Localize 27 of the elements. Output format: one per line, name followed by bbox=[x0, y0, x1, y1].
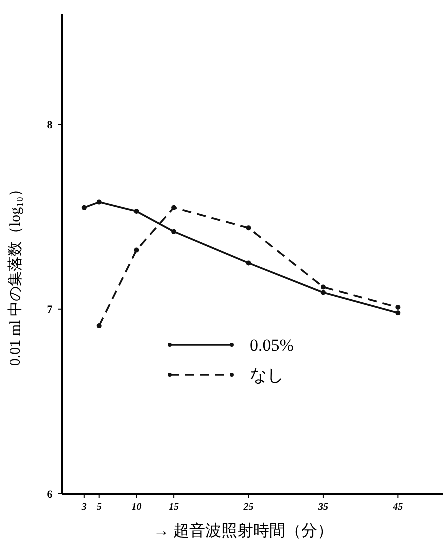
point bbox=[246, 260, 252, 266]
legend-label: 0.05% bbox=[250, 336, 294, 355]
point bbox=[82, 205, 87, 210]
x-tick-label: 5 bbox=[96, 502, 102, 513]
y-tick-label: 6 bbox=[47, 488, 54, 501]
x-tick-label: 15 bbox=[169, 502, 180, 513]
point bbox=[96, 324, 102, 328]
y-tick-label: 7 bbox=[47, 304, 54, 316]
point bbox=[134, 209, 140, 214]
point bbox=[96, 200, 102, 205]
x-tick-label: 10 bbox=[132, 502, 142, 513]
x-tick-label: 25 bbox=[242, 502, 254, 513]
x-tick-label: 45 bbox=[392, 502, 404, 513]
x-tick-label: 35 bbox=[317, 502, 328, 513]
point bbox=[320, 284, 326, 290]
y-axis-title: 0.01 ml 中の集落数（log₁₀） bbox=[7, 182, 24, 366]
point bbox=[396, 305, 401, 310]
y-tick-label: 8 bbox=[47, 120, 54, 132]
x-tick-label: 3 bbox=[80, 502, 87, 513]
point bbox=[396, 310, 401, 316]
x-axis-title: → 超音波照射時間（分） bbox=[154, 522, 334, 540]
point bbox=[172, 229, 177, 234]
legend-label: なし bbox=[250, 366, 284, 385]
point bbox=[246, 226, 252, 231]
point bbox=[320, 290, 326, 296]
point bbox=[172, 205, 177, 210]
point bbox=[134, 248, 140, 253]
